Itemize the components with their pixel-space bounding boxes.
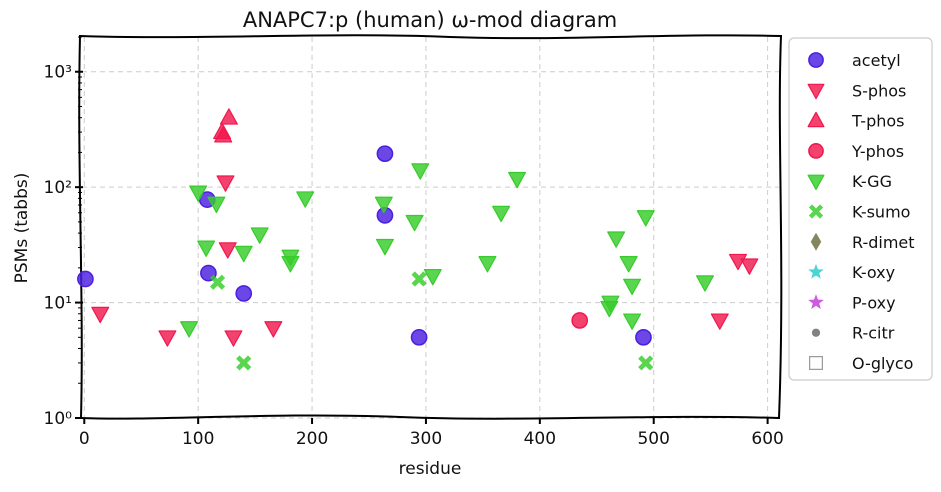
legend: acetyl S-phos T-phos Y-phos K-GG K-sumo R-dime… — [788, 37, 933, 381]
t-phos-point — [214, 126, 233, 143]
acetyl-point — [410, 328, 428, 346]
legend-marker-o-glyco — [809, 356, 823, 370]
s-phos-point — [218, 242, 237, 259]
x-axis-label: residue — [399, 459, 462, 479]
k-gg-point — [695, 275, 714, 292]
x-tick-label: 600 — [751, 429, 783, 449]
plot-frame — [78, 34, 783, 420]
acetyl-point — [635, 328, 652, 346]
chart-title: ANAPC7:p (human) ω-mod diagram — [243, 8, 617, 32]
k-gg-point — [375, 238, 394, 256]
legend-label-p-oxy: P-oxy — [852, 293, 896, 312]
legend-label-t-phos: T-phos — [851, 112, 905, 131]
k-gg-point — [250, 227, 269, 244]
legend-label-s-phos: S-phos — [852, 81, 906, 100]
k-gg-point — [601, 295, 620, 312]
legend-box — [788, 37, 933, 381]
legend-marker-s-phos — [807, 83, 825, 100]
y-tick-label: 10³ — [44, 63, 72, 83]
legend-label-acetyl: acetyl — [852, 51, 901, 70]
k-gg-point — [423, 268, 442, 286]
x-tick-label: 100 — [182, 429, 214, 449]
t-phos-point — [219, 108, 238, 125]
legend-marker-t-phos — [807, 111, 825, 128]
s-phos-point — [91, 306, 110, 324]
acetyl-point — [376, 145, 394, 163]
legend-marker-k-gg — [807, 174, 825, 191]
k-gg-point — [619, 256, 638, 273]
k-sumo-point — [411, 271, 427, 287]
legend-label-y-phos: Y-phos — [851, 142, 904, 161]
s-phos-point — [710, 313, 729, 330]
k-gg-point — [281, 256, 300, 273]
k-gg-point — [478, 256, 497, 273]
x-tick-label: 0 — [79, 429, 90, 449]
legend-marker-y-phos — [808, 143, 824, 159]
y-tick-label: 10¹ — [44, 294, 72, 314]
legend-marker-k-oxy — [808, 263, 824, 279]
k-gg-point — [296, 191, 315, 208]
y-phos-point — [571, 312, 589, 329]
legend-marker-r-dimet — [810, 232, 822, 251]
acetyl-point — [235, 285, 253, 302]
legend-label-o-glyco: O-glyco — [852, 354, 913, 373]
k-gg-point — [180, 321, 199, 338]
grid — [82, 37, 779, 419]
legend-label-r-dimet: R-dimet — [852, 233, 915, 252]
k-gg-point — [197, 240, 216, 257]
k-gg-point — [492, 205, 511, 223]
acetyl-point — [77, 270, 94, 288]
k-gg-point — [411, 163, 430, 180]
plot-border — [78, 34, 783, 420]
k-sumo-point — [236, 355, 252, 371]
k-gg-point — [607, 231, 626, 248]
y-axis-label: PSMs (tabbs) — [12, 173, 32, 284]
y-tick-label: 10⁰ — [44, 409, 73, 429]
x-tick-label: 300 — [410, 429, 442, 449]
k-gg-point — [405, 214, 424, 232]
k-gg-point — [189, 185, 208, 202]
s-phos-point — [158, 330, 177, 347]
k-gg-point — [636, 210, 655, 227]
legend-marker-r-citr — [811, 328, 821, 337]
legend-label-k-sumo: K-sumo — [852, 203, 910, 222]
k-gg-point — [234, 245, 253, 263]
k-sumo-point — [638, 355, 654, 371]
legend-marker-acetyl — [808, 52, 824, 68]
axes-ticks: 0 100 200 300 400 500 600 10⁰ 10¹ 10² 10³ — [44, 36, 784, 449]
x-tick-label: 500 — [637, 429, 669, 449]
data-points — [77, 108, 759, 371]
s-phos-point — [740, 258, 759, 275]
x-tick-label: 200 — [296, 429, 328, 449]
s-phos-point — [216, 175, 235, 192]
k-sumo-point — [209, 274, 226, 290]
k-gg-point — [623, 313, 642, 330]
x-tick-label: 400 — [524, 429, 556, 449]
s-phos-point — [264, 321, 283, 338]
k-gg-point — [623, 278, 642, 296]
k-gg-point — [508, 171, 527, 189]
y-tick-label: 10² — [44, 178, 72, 198]
k-gg-point — [374, 196, 393, 214]
legend-label-r-citr: R-citr — [852, 324, 895, 343]
k-gg-point — [207, 196, 226, 214]
legend-label-k-oxy: K-oxy — [852, 263, 895, 282]
s-phos-point — [224, 330, 243, 347]
legend-label-k-gg: K-GG — [852, 172, 892, 191]
legend-marker-p-oxy — [808, 294, 824, 310]
legend-marker-k-sumo — [808, 204, 824, 219]
